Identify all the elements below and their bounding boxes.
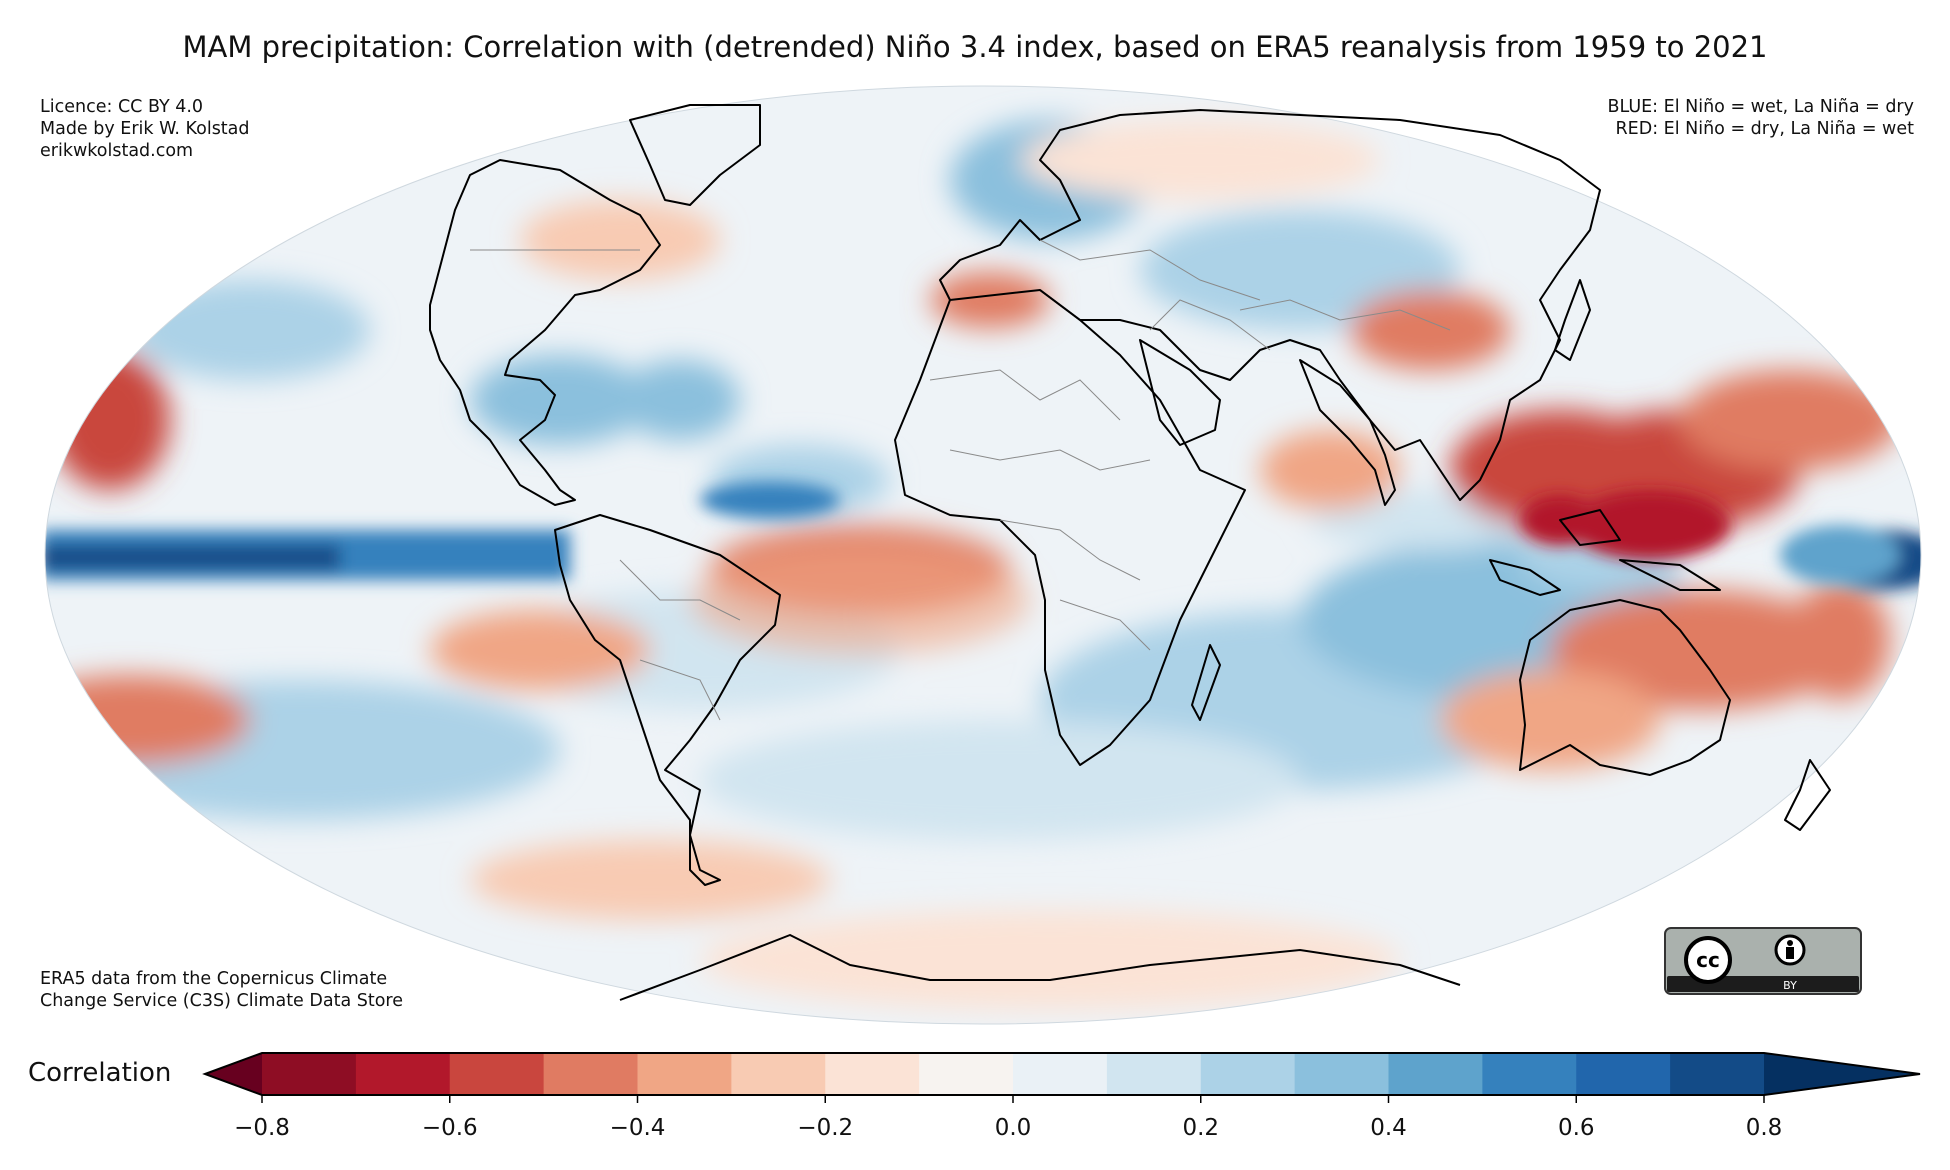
correlation-field: [45, 86, 1921, 1024]
africa-coastline: [894, 289, 1246, 766]
india-coastline: [1299, 359, 1396, 506]
country-borders: [470, 239, 1451, 721]
colorbar-tick-label: 0.8: [1746, 1115, 1783, 1141]
colorbar-segment: [1576, 1053, 1671, 1095]
new-zealand-coastline: [1784, 759, 1831, 831]
map-boundary: [44, 85, 1922, 1025]
colorbar: −0.8 −0.6 −0.4 −0.2 0.0 0.2 0.4 0.6 0.8: [202, 1052, 1921, 1141]
antarctica-coastline: [619, 934, 1461, 1001]
colorbar-segment: [919, 1053, 1014, 1095]
colorbar-segment: [825, 1053, 920, 1095]
colorbar-segment: [1200, 1053, 1296, 1095]
colorbar-segment: [1670, 1053, 1765, 1095]
colorbar-tick-label: 0.0: [995, 1115, 1032, 1141]
colorbar-segment: [262, 1053, 357, 1095]
colorbar-segment: [637, 1053, 732, 1095]
greenland-coastline: [629, 104, 761, 206]
colorbar-segment: [1013, 1053, 1108, 1095]
colorbar-tick-label: −0.2: [797, 1115, 853, 1141]
indonesia-coastline: [1489, 509, 1721, 596]
colorbar-tick-label: −0.8: [234, 1115, 290, 1141]
colorbar-label: Correlation: [28, 1058, 172, 1088]
legend-explanation: BLUE: El Niño = wet, La Niña = dry RED: …: [1607, 96, 1914, 140]
colorbar-extend-max: [1764, 1053, 1920, 1095]
colorbar-tick-label: −0.6: [422, 1115, 478, 1141]
colorbar-segment: [543, 1053, 638, 1095]
blue-explanation: BLUE: El Niño = wet, La Niña = dry: [1607, 97, 1914, 117]
colorbar-ticks: −0.8 −0.6 −0.4 −0.2 0.0 0.2 0.4 0.6 0.8: [234, 1095, 1782, 1141]
arabia-coastline: [1139, 339, 1221, 446]
colorbar-tick-label: −0.4: [610, 1115, 666, 1141]
japan-coastline: [1554, 279, 1591, 361]
licence-note: Licence: CC BY 4.0 Made by Erik W. Kolst…: [40, 96, 250, 162]
south-america-coastline: [554, 514, 781, 886]
red-explanation: RED: El Niño = dry, La Niña = wet: [1615, 119, 1915, 139]
cc-by-badge-icon: cc BY: [1664, 927, 1862, 995]
world-map: [44, 85, 1922, 1025]
source-line-1: ERA5 data from the Copernicus Climate: [40, 969, 388, 989]
colorbar-segment: [1482, 1053, 1577, 1095]
colorbar-segment: [449, 1053, 545, 1095]
website-line: erikwkolstad.com: [40, 141, 194, 161]
colorbar-segment: [731, 1053, 826, 1095]
colorbar-segment: [1106, 1053, 1202, 1095]
svg-text:cc: cc: [1696, 948, 1720, 972]
coastlines: [429, 104, 1831, 1001]
colorbar-extend-min: [205, 1053, 262, 1095]
chart-title: MAM precipitation: Correlation with (det…: [182, 30, 1768, 64]
colorbar-tick-label: 0.2: [1182, 1115, 1219, 1141]
colorbar-segment: [1388, 1053, 1483, 1095]
north-america-coastline: [429, 159, 661, 506]
eurasia-coastline: [939, 109, 1601, 501]
australia-coastline: [1519, 599, 1731, 776]
author-line: Made by Erik W. Kolstad: [40, 119, 250, 139]
madagascar-coastline: [1191, 644, 1221, 721]
colorbar-segments: [202, 1052, 1921, 1096]
source-line-2: Change Service (C3S) Climate Data Store: [40, 991, 403, 1011]
colorbar-tick-label: 0.4: [1370, 1115, 1407, 1141]
colorbar-segment: [1294, 1053, 1389, 1095]
colorbar-segment: [355, 1053, 451, 1095]
badge-text: BY: [1783, 979, 1797, 992]
colorbar-tick-label: 0.6: [1558, 1115, 1595, 1141]
licence-line: Licence: CC BY 4.0: [40, 97, 204, 117]
data-source-note: ERA5 data from the Copernicus Climate Ch…: [40, 968, 403, 1012]
